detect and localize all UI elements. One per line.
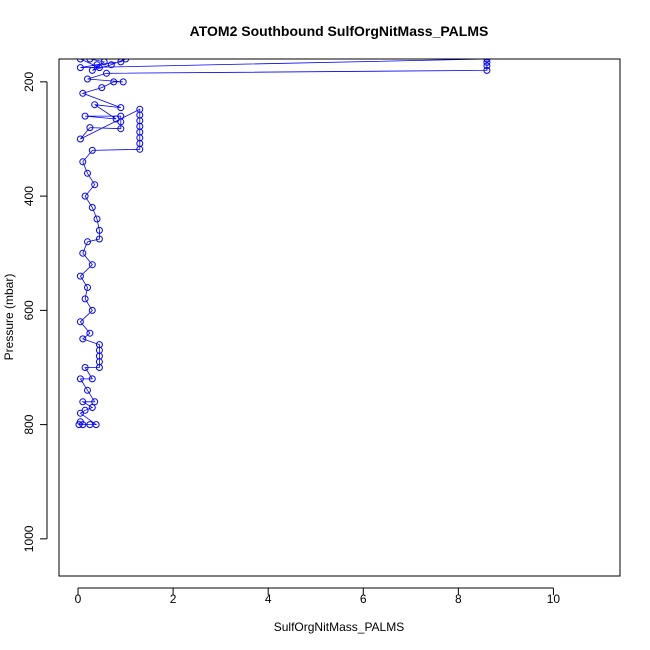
data-point <box>88 375 96 383</box>
x-tick-label: 8 <box>455 592 462 606</box>
y-tick-label: 1000 <box>22 525 36 552</box>
data-point <box>76 375 84 383</box>
data-point <box>122 59 130 63</box>
data-point <box>88 261 96 269</box>
y-axis-title: Pressure (mbar) <box>2 274 16 361</box>
data-point <box>95 341 103 349</box>
data-point <box>79 398 87 406</box>
data-point <box>84 169 91 177</box>
data-point <box>100 59 108 66</box>
data-point <box>81 295 89 303</box>
data-point <box>81 192 89 200</box>
data-point <box>81 406 89 414</box>
data-point <box>107 61 115 69</box>
chart-title: ATOM2 Southbound SulfOrgNitMass_PALMS <box>190 23 489 39</box>
data-point <box>117 125 125 133</box>
data-point <box>483 66 491 74</box>
data-point <box>76 64 84 72</box>
data-point <box>79 249 87 257</box>
data-point <box>88 204 96 211</box>
data-point <box>81 364 89 371</box>
data-point <box>95 235 103 243</box>
data-point <box>103 69 110 77</box>
data-point <box>76 59 84 63</box>
data-point <box>84 238 91 246</box>
x-tick-label: 10 <box>547 592 561 606</box>
data-point <box>98 84 106 92</box>
data-point <box>91 101 99 109</box>
y-tick-label: 400 <box>22 186 36 206</box>
data-point <box>86 329 94 337</box>
y-axis: 200 400 600 800 1000 <box>22 72 48 552</box>
x-tick-label: 2 <box>170 592 177 606</box>
x-axis: 0 2 4 6 8 10 <box>75 587 561 606</box>
data-point <box>117 104 125 112</box>
data-layer <box>75 59 491 429</box>
series-line <box>78 59 488 426</box>
data-point <box>483 62 491 70</box>
data-point <box>483 59 491 63</box>
data-point <box>91 181 99 189</box>
data-point <box>76 135 84 143</box>
data-point <box>79 158 87 166</box>
data-point <box>88 404 96 411</box>
data-point <box>88 146 96 154</box>
data-point <box>76 318 84 326</box>
data-point <box>79 421 87 429</box>
data-point <box>79 89 87 97</box>
plot-box <box>58 58 621 577</box>
data-point <box>119 78 127 86</box>
data-point <box>84 386 91 394</box>
data-point <box>88 66 96 74</box>
y-tick-label: 600 <box>22 300 36 320</box>
data-point <box>79 335 87 343</box>
data-point <box>112 115 120 123</box>
data-point <box>88 306 96 314</box>
y-tick-label: 200 <box>22 72 36 92</box>
y-tick-label: 800 <box>22 414 36 434</box>
data-point <box>95 64 103 72</box>
x-tick-label: 0 <box>75 592 82 606</box>
x-tick-label: 6 <box>360 592 367 606</box>
x-tick-label: 4 <box>265 592 272 606</box>
data-point <box>136 105 144 113</box>
data-point <box>86 59 94 63</box>
data-point <box>84 284 91 291</box>
data-point <box>110 78 118 86</box>
data-point <box>93 215 101 223</box>
data-point <box>76 272 84 280</box>
data-point <box>95 226 103 234</box>
x-axis-title: SulfOrgNitMass_PALMS <box>274 620 404 634</box>
data-point <box>92 421 100 429</box>
data-point <box>81 112 89 120</box>
data-point <box>84 75 91 83</box>
data-point <box>86 124 94 132</box>
data-point <box>91 398 99 406</box>
